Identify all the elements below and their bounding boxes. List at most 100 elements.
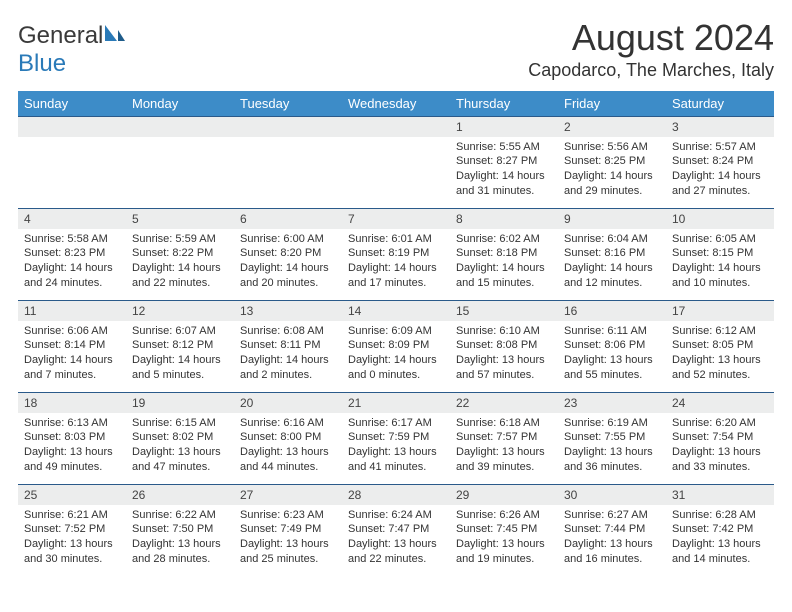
day-number: 30 <box>558 485 666 505</box>
day-number: 16 <box>558 301 666 321</box>
calendar-cell: 27Sunrise: 6:23 AMSunset: 7:49 PMDayligh… <box>234 484 342 576</box>
day-number: 6 <box>234 209 342 229</box>
sunset-line: Sunset: 7:57 PM <box>456 431 537 443</box>
day-detail: Sunrise: 5:55 AMSunset: 8:27 PMDaylight:… <box>450 137 558 203</box>
sunrise-line: Sunrise: 5:57 AM <box>672 141 756 153</box>
day-detail: Sunrise: 6:11 AMSunset: 8:06 PMDaylight:… <box>558 321 666 387</box>
sail-icon <box>103 22 125 50</box>
day-detail: Sunrise: 5:58 AM Sunset: 8:23 PM Daylight:… <box>18 229 126 295</box>
calendar-week: 4 Sunrise: 5:58 AM Sunset: 8:23 PM Daylight… <box>18 208 774 300</box>
daylight-line: Daylight: 13 hours and 41 minutes. <box>348 446 437 473</box>
sunrise-line: Sunrise: 5:58 AM <box>24 233 108 245</box>
sunrise-line: Sunrise: 6:08 AM <box>240 325 324 337</box>
sunrise-line: Sunrise: 6:07 AM <box>132 325 216 337</box>
sunrise-line: Sunrise: 6:05 AM <box>672 233 756 245</box>
day-detail: Sunrise: 6:17 AMSunset: 7:59 PMDaylight:… <box>342 413 450 479</box>
calendar-cell <box>342 116 450 208</box>
sunrise-line: Sunrise: 5:55 AM <box>456 141 540 153</box>
sunrise-line: Sunrise: 6:17 AM <box>348 417 432 429</box>
daylight-line: Daylight: 14 hours and 31 minutes. <box>456 170 545 197</box>
sunset-line: Sunset: 8:15 PM <box>672 247 753 259</box>
calendar-cell: 17Sunrise: 6:12 AMSunset: 8:05 PMDayligh… <box>666 300 774 392</box>
calendar-cell: 19Sunrise: 6:15 AMSunset: 8:02 PMDayligh… <box>126 392 234 484</box>
sunset-line: Sunset: 8:25 PM <box>564 155 645 167</box>
sunset-line: Sunset: 7:44 PM <box>564 523 645 535</box>
daylight-line: Daylight: 13 hours and 36 minutes. <box>564 446 653 473</box>
day-number: 28 <box>342 485 450 505</box>
day-detail <box>342 137 450 144</box>
weekday-header: Tuesday <box>234 91 342 117</box>
day-detail: Sunrise: 6:26 AMSunset: 7:45 PMDaylight:… <box>450 505 558 571</box>
sunset-line: Sunset: 8:08 PM <box>456 339 537 351</box>
day-detail: Sunrise: 6:16 AMSunset: 8:00 PMDaylight:… <box>234 413 342 479</box>
weekday-header: Thursday <box>450 91 558 117</box>
sunset-line: Sunset: 8:24 PM <box>672 155 753 167</box>
day-detail: Sunrise: 6:04 AMSunset: 8:16 PMDaylight:… <box>558 229 666 295</box>
day-detail: Sunrise: 6:07 AMSunset: 8:12 PMDaylight:… <box>126 321 234 387</box>
calendar-cell: 3Sunrise: 5:57 AMSunset: 8:24 PMDaylight… <box>666 116 774 208</box>
sunrise-line: Sunrise: 6:00 AM <box>240 233 324 245</box>
day-number: 27 <box>234 485 342 505</box>
day-number: 17 <box>666 301 774 321</box>
sunset-line: Sunset: 8:00 PM <box>240 431 321 443</box>
sunrise-line: Sunrise: 6:27 AM <box>564 509 648 521</box>
daylight-line: Daylight: 14 hours and 5 minutes. <box>132 354 221 381</box>
sunrise-line: Sunrise: 6:12 AM <box>672 325 756 337</box>
day-number: 22 <box>450 393 558 413</box>
day-number <box>18 117 126 137</box>
brand-text: GeneralBlue <box>18 22 125 78</box>
calendar-cell: 18Sunrise: 6:13 AMSunset: 8:03 PMDayligh… <box>18 392 126 484</box>
sunrise-line: Sunrise: 6:01 AM <box>348 233 432 245</box>
day-detail <box>126 137 234 144</box>
sunrise-line: Sunrise: 6:16 AM <box>240 417 324 429</box>
calendar-week: 1Sunrise: 5:55 AMSunset: 8:27 PMDaylight… <box>18 116 774 208</box>
day-detail: Sunrise: 5:57 AMSunset: 8:24 PMDaylight:… <box>666 137 774 203</box>
sunset-line: Sunset: 7:49 PM <box>240 523 321 535</box>
daylight-line: Daylight: 14 hours and 17 minutes. <box>348 262 437 289</box>
day-detail: Sunrise: 6:27 AMSunset: 7:44 PMDaylight:… <box>558 505 666 571</box>
daylight-line: Daylight: 14 hours and 29 minutes. <box>564 170 653 197</box>
daylight-line: Daylight: 13 hours and 52 minutes. <box>672 354 761 381</box>
title-block: August 2024 Capodarco, The Marches, Ital… <box>528 18 774 81</box>
calendar-table: SundayMondayTuesdayWednesdayThursdayFrid… <box>18 91 774 577</box>
day-number: 7 <box>342 209 450 229</box>
sunset-line: Sunset: 8:09 PM <box>348 339 429 351</box>
day-number: 4 <box>18 209 126 229</box>
calendar-week: 25Sunrise: 6:21 AMSunset: 7:52 PMDayligh… <box>18 484 774 576</box>
daylight-line: Daylight: 14 hours and 24 minutes. <box>24 262 113 289</box>
day-detail: Sunrise: 6:24 AMSunset: 7:47 PMDaylight:… <box>342 505 450 571</box>
daylight-line: Daylight: 14 hours and 10 minutes. <box>672 262 761 289</box>
sunrise-line: Sunrise: 5:56 AM <box>564 141 648 153</box>
daylight-line: Daylight: 13 hours and 30 minutes. <box>24 538 113 565</box>
day-detail: Sunrise: 6:28 AMSunset: 7:42 PMDaylight:… <box>666 505 774 571</box>
day-number: 12 <box>126 301 234 321</box>
day-detail: Sunrise: 6:15 AMSunset: 8:02 PMDaylight:… <box>126 413 234 479</box>
calendar-cell: 11Sunrise: 6:06 AMSunset: 8:14 PMDayligh… <box>18 300 126 392</box>
calendar-cell: 22Sunrise: 6:18 AMSunset: 7:57 PMDayligh… <box>450 392 558 484</box>
calendar-cell: 20Sunrise: 6:16 AMSunset: 8:00 PMDayligh… <box>234 392 342 484</box>
sunset-line: Sunset: 8:02 PM <box>132 431 213 443</box>
calendar-cell <box>18 116 126 208</box>
day-number: 14 <box>342 301 450 321</box>
brand-text-2: Blue <box>18 50 66 77</box>
calendar-cell: 7Sunrise: 6:01 AMSunset: 8:19 PMDaylight… <box>342 208 450 300</box>
sunrise-line: Sunrise: 6:23 AM <box>240 509 324 521</box>
day-number: 19 <box>126 393 234 413</box>
daylight-line: Daylight: 14 hours and 7 minutes. <box>24 354 113 381</box>
day-detail: Sunrise: 5:59 AMSunset: 8:22 PMDaylight:… <box>126 229 234 295</box>
day-number: 24 <box>666 393 774 413</box>
day-number: 13 <box>234 301 342 321</box>
calendar-head: SundayMondayTuesdayWednesdayThursdayFrid… <box>18 91 774 117</box>
day-number: 21 <box>342 393 450 413</box>
sunset-line: Sunset: 7:55 PM <box>564 431 645 443</box>
day-number <box>126 117 234 137</box>
day-detail: Sunrise: 6:06 AMSunset: 8:14 PMDaylight:… <box>18 321 126 387</box>
calendar-cell: 12Sunrise: 6:07 AMSunset: 8:12 PMDayligh… <box>126 300 234 392</box>
sunset-line: Sunset: 8:23 PM <box>24 247 105 259</box>
sunset-line: Sunset: 8:06 PM <box>564 339 645 351</box>
day-number: 8 <box>450 209 558 229</box>
day-number: 26 <box>126 485 234 505</box>
weekday-header: Sunday <box>18 91 126 117</box>
calendar-cell: 24Sunrise: 6:20 AMSunset: 7:54 PMDayligh… <box>666 392 774 484</box>
day-detail: Sunrise: 6:08 AMSunset: 8:11 PMDaylight:… <box>234 321 342 387</box>
